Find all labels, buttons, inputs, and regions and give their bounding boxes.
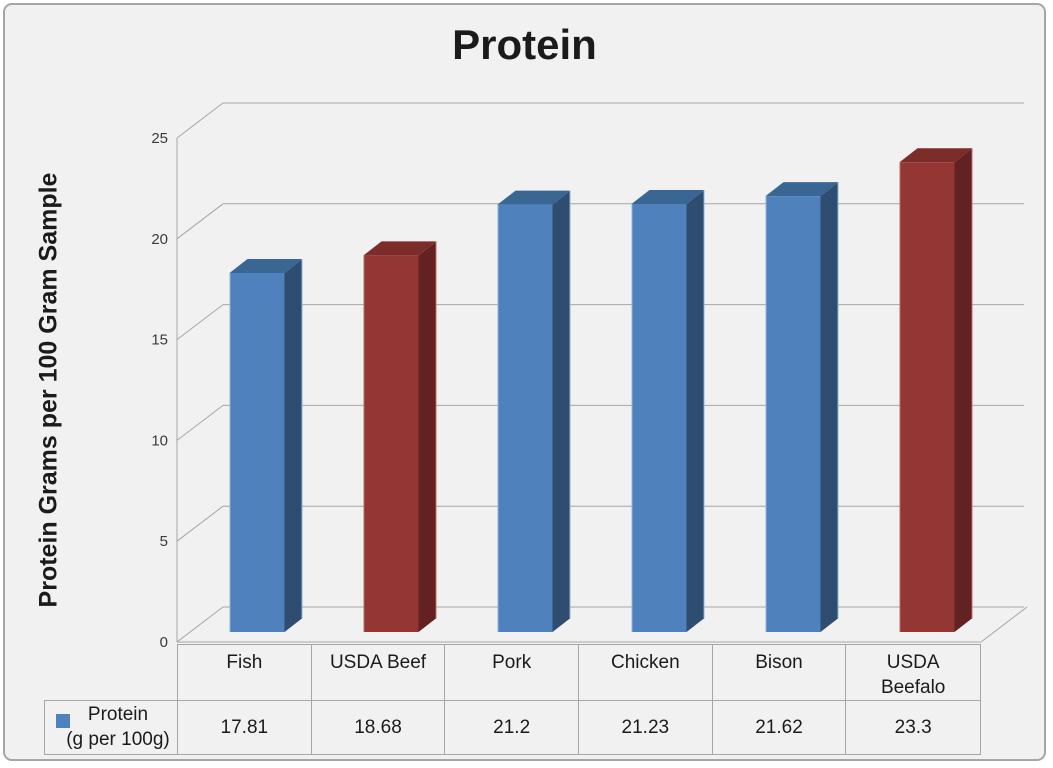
value-cell-pork: 21.2 xyxy=(445,701,579,754)
bar-usda-beef xyxy=(363,255,419,632)
category-header-fish: Fish xyxy=(178,645,312,700)
bar-side-usda-beef xyxy=(418,241,437,632)
bar-top-chicken xyxy=(631,190,705,205)
y-tick-label-25: 25 xyxy=(151,130,168,147)
category-header-bison: Bison xyxy=(713,645,847,700)
bar-side-fish xyxy=(284,258,303,632)
value-cell-usda-beef: 18.68 xyxy=(312,701,446,754)
value-cell-usda-beefalo: 23.3 xyxy=(894,716,932,738)
y-tick-label-10: 10 xyxy=(151,432,168,449)
legend-label-line1: Protein xyxy=(87,704,149,726)
category-header-pork: Pork xyxy=(445,645,579,700)
value-cell-chicken: 21.23 xyxy=(579,701,713,754)
y-tick-label-20: 20 xyxy=(151,231,168,248)
gridline-depth-15 xyxy=(176,304,224,340)
bar-top-fish xyxy=(229,258,303,273)
data-table-value-row: Protein (g per 100g) 17.81 18.68 21.2 21.23… xyxy=(44,700,981,755)
bar-side-usda-beefalo xyxy=(954,148,973,632)
gridline-depth-10 xyxy=(176,405,224,441)
legend-label-line2: (g per 100g) xyxy=(66,728,170,750)
gridline-depth-25 xyxy=(176,102,224,139)
bar-fish xyxy=(229,272,285,632)
chart-title: Protein xyxy=(452,21,597,68)
y-tick-label-5: 5 xyxy=(160,533,168,550)
bar-usda-beefalo xyxy=(899,162,955,632)
bar-bison xyxy=(765,196,821,632)
y-tick-label-0: 0 xyxy=(160,634,168,651)
bar-top-bison xyxy=(765,182,839,197)
bar-side-bison xyxy=(820,182,839,632)
protein-bar-chart-plot-area: 0 5 10 15 20 25 xyxy=(151,102,1028,651)
legend-cell: Protein (g per 100g) xyxy=(45,701,178,754)
value-cell-bison: 21.62 xyxy=(713,701,847,754)
bar-side-pork xyxy=(552,190,571,632)
bar-top-usda-beef xyxy=(363,241,437,256)
gridline-depth-0 xyxy=(176,606,224,643)
bar-top-pork xyxy=(497,190,571,205)
category-header-usda-beefalo: USDA Beefalo xyxy=(880,652,946,699)
y-tick-label-15: 15 xyxy=(151,332,168,349)
gridline-depth-5 xyxy=(176,505,224,542)
category-header-chicken: Chicken xyxy=(579,645,713,700)
value-cell-fish: 17.81 xyxy=(178,701,312,754)
floor-right-edge xyxy=(980,606,1028,643)
gridline-depth-20 xyxy=(176,203,224,240)
legend-series-swatch-icon xyxy=(56,714,70,728)
bar-side-chicken xyxy=(686,190,705,632)
chart-frame: Protein Protein Grams per 100 Gram Sampl… xyxy=(3,3,1046,761)
category-header-usda-beef: USDA Beef xyxy=(312,645,446,700)
category-header-row: Fish USDA Beef Pork Chicken Bison USDA Beefal… xyxy=(177,644,981,701)
bar-chicken xyxy=(631,204,687,632)
bar-pork xyxy=(497,204,553,632)
bar-top-usda-beefalo xyxy=(899,148,973,163)
